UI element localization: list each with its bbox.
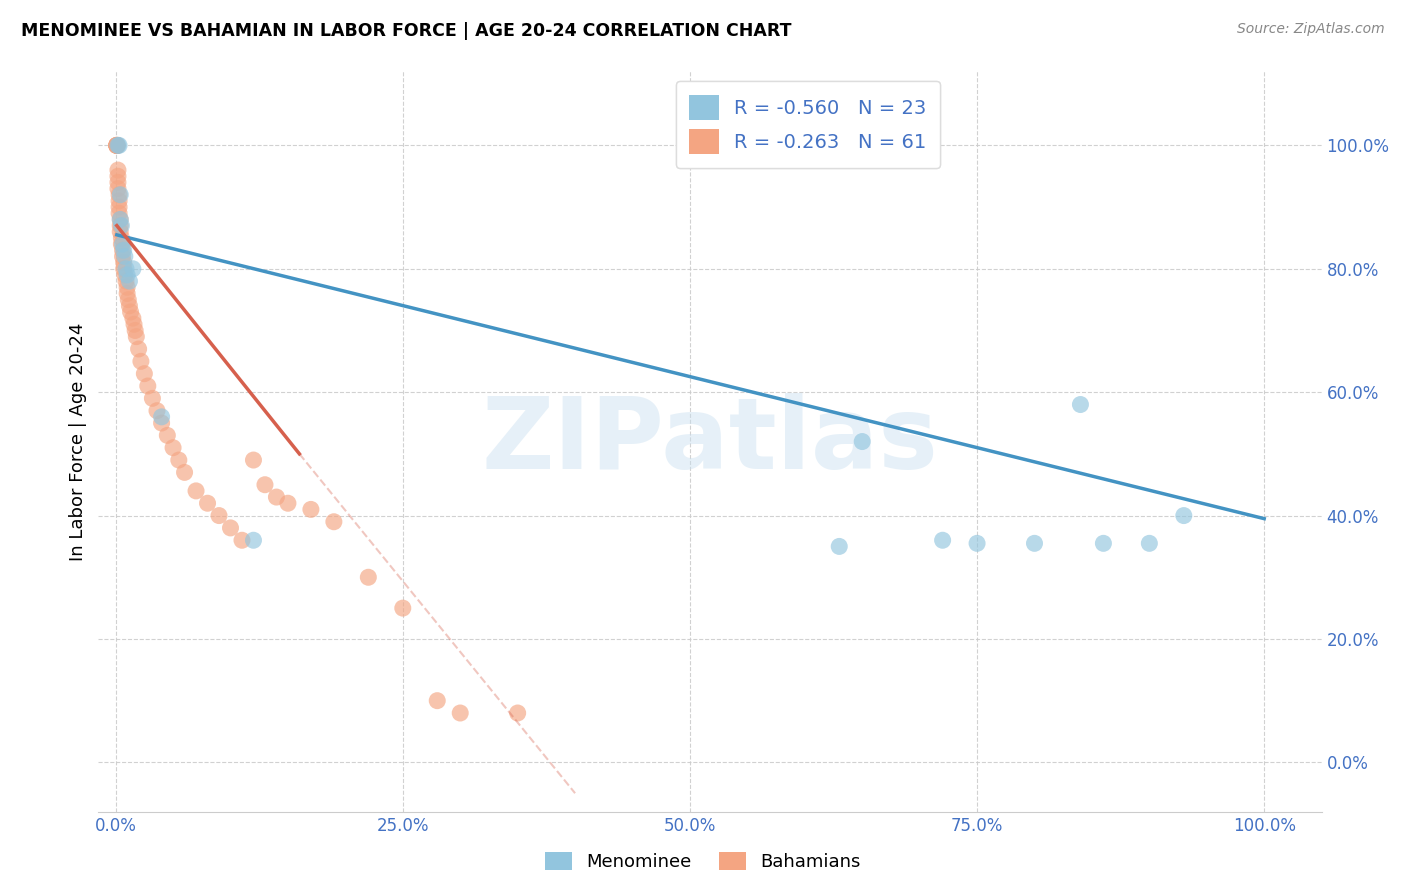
Point — [107, 181, 129, 195]
Point — [184, 483, 207, 498]
Point — [108, 194, 131, 208]
Point — [122, 318, 145, 332]
Point — [115, 274, 138, 288]
Point — [266, 490, 288, 504]
Point — [110, 212, 132, 227]
Point — [110, 225, 132, 239]
Point — [105, 138, 128, 153]
Point — [115, 280, 138, 294]
Point — [107, 163, 129, 178]
Point — [111, 250, 134, 264]
Point — [110, 212, 132, 227]
Point — [115, 261, 138, 276]
Text: MENOMINEE VS BAHAMIAN IN LABOR FORCE | AGE 20-24 CORRELATION CHART: MENOMINEE VS BAHAMIAN IN LABOR FORCE | A… — [21, 22, 792, 40]
Point — [118, 274, 141, 288]
Point — [136, 379, 159, 393]
Point — [167, 453, 190, 467]
Point — [242, 453, 264, 467]
Point — [156, 428, 179, 442]
Point — [449, 706, 471, 720]
Point — [112, 261, 135, 276]
Point — [105, 138, 128, 153]
Point — [173, 466, 195, 480]
Point — [162, 441, 184, 455]
Point — [134, 367, 156, 381]
Point — [208, 508, 231, 523]
Point — [322, 515, 344, 529]
Point — [122, 261, 145, 276]
Point — [506, 706, 529, 720]
Point — [115, 286, 138, 301]
Text: ZIPatlas: ZIPatlas — [482, 393, 938, 490]
Point — [426, 694, 449, 708]
Point — [105, 138, 128, 153]
Point — [141, 392, 163, 406]
Point — [1024, 536, 1046, 550]
Point — [1069, 398, 1091, 412]
Point — [107, 176, 129, 190]
Point — [253, 477, 276, 491]
Point — [115, 268, 138, 282]
Point — [107, 138, 129, 153]
Point — [107, 169, 129, 184]
Legend: R = -0.560   N = 23, R = -0.263   N = 61: R = -0.560 N = 23, R = -0.263 N = 61 — [676, 81, 941, 168]
Point — [110, 219, 132, 233]
Point — [277, 496, 299, 510]
Point — [851, 434, 873, 449]
Legend: Menominee, Bahamians: Menominee, Bahamians — [538, 845, 868, 879]
Point — [146, 403, 169, 417]
Point — [105, 138, 128, 153]
Point — [1173, 508, 1195, 523]
Point — [108, 187, 131, 202]
Point — [242, 533, 264, 548]
Point — [105, 138, 128, 153]
Point — [108, 206, 131, 220]
Point — [114, 268, 136, 282]
Point — [118, 299, 141, 313]
Point — [105, 138, 128, 153]
Point — [391, 601, 413, 615]
Point — [129, 354, 152, 368]
Point — [299, 502, 322, 516]
Point — [150, 416, 173, 430]
Point — [122, 311, 145, 326]
Text: Source: ZipAtlas.com: Source: ZipAtlas.com — [1237, 22, 1385, 37]
Point — [108, 138, 131, 153]
Point — [112, 255, 135, 269]
Point — [111, 237, 134, 252]
Point — [120, 305, 142, 319]
Y-axis label: In Labor Force | Age 20-24: In Labor Force | Age 20-24 — [69, 322, 87, 561]
Point — [1137, 536, 1160, 550]
Point — [828, 540, 851, 554]
Point — [112, 244, 135, 258]
Point — [150, 409, 173, 424]
Point — [219, 521, 242, 535]
Point — [114, 250, 136, 264]
Point — [111, 244, 134, 258]
Point — [124, 324, 146, 338]
Point — [1092, 536, 1115, 550]
Point — [357, 570, 380, 584]
Point — [197, 496, 219, 510]
Point — [110, 237, 132, 252]
Point — [117, 293, 139, 307]
Point — [110, 187, 132, 202]
Point — [108, 200, 131, 214]
Point — [966, 536, 988, 550]
Point — [110, 231, 132, 245]
Point — [231, 533, 253, 548]
Point — [125, 329, 148, 343]
Point — [128, 342, 150, 356]
Point — [931, 533, 953, 548]
Point — [110, 219, 132, 233]
